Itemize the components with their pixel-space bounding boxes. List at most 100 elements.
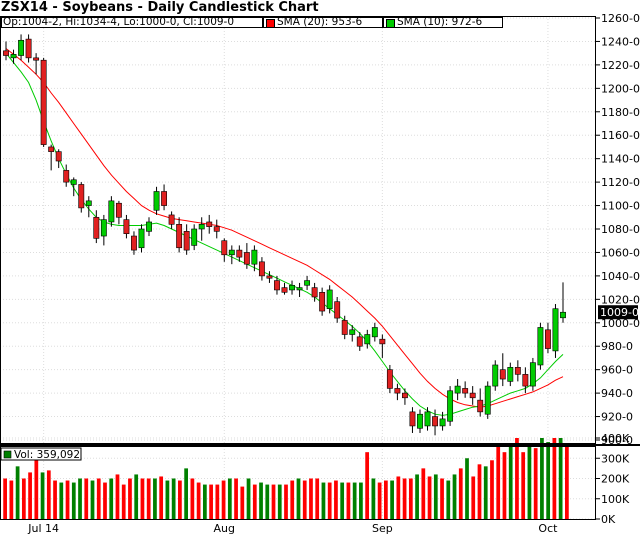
- volume-bar: [465, 458, 469, 519]
- volume-bar: [159, 476, 164, 519]
- candle-down: [409, 411, 416, 427]
- candle-down: [40, 59, 47, 145]
- price-tick-label: 1240-0: [601, 35, 640, 48]
- volume-bar: [371, 478, 376, 519]
- volume-bar: [458, 468, 463, 519]
- candle-down: [462, 388, 469, 394]
- sma10-swatch: [386, 19, 395, 28]
- candle-down: [63, 170, 70, 183]
- candle-down: [221, 240, 228, 256]
- candle-up: [10, 54, 17, 59]
- volume-tick-label: 0K: [601, 513, 616, 526]
- candle-down: [213, 226, 220, 232]
- candle-down: [545, 329, 551, 349]
- price-tick-label: 1020-0: [601, 293, 640, 306]
- candle-up: [191, 228, 198, 246]
- volume-bar: [340, 482, 345, 519]
- volume-bar: [359, 482, 363, 519]
- volume-bar: [396, 476, 401, 519]
- volume-legend: Vol: 359,092: [14, 449, 80, 461]
- candle-down: [469, 392, 476, 399]
- price-tick-label: 940-0: [601, 387, 633, 400]
- volume-tick-label: 100K: [601, 493, 630, 506]
- volume-bar: [427, 476, 432, 519]
- candle-down: [131, 235, 137, 251]
- volume-bar: [352, 482, 357, 519]
- candle-down: [356, 336, 363, 347]
- candle-down: [123, 219, 130, 234]
- volume-bar: [146, 478, 151, 519]
- volume-panel-border: [0, 446, 596, 520]
- candle-down: [477, 399, 484, 413]
- volume-bar: [196, 482, 201, 519]
- volume-bar: [377, 482, 382, 519]
- volume-bar: [90, 480, 95, 519]
- candle-up: [18, 39, 24, 56]
- volume-bar: [271, 484, 276, 519]
- volume-bar: [128, 478, 132, 519]
- candle-down: [522, 374, 529, 387]
- candle-down: [55, 151, 62, 162]
- volume-bar: [134, 474, 139, 519]
- candle-up: [424, 411, 431, 427]
- candle-down: [48, 146, 55, 152]
- price-tick-label: 1160-0: [601, 129, 640, 142]
- candle-down: [341, 320, 348, 335]
- volume-bar: [346, 482, 351, 519]
- candle-down: [386, 369, 393, 389]
- volume-bar: [71, 482, 76, 519]
- volume-bar: [452, 474, 457, 519]
- candle-up: [552, 308, 559, 352]
- price-tick-label: 1000-0: [601, 317, 640, 330]
- candle-up: [198, 224, 205, 230]
- volume-bar: [515, 438, 519, 519]
- volume-bar: [240, 486, 245, 519]
- candle-down: [401, 392, 408, 399]
- volume-bar: [252, 484, 257, 519]
- volume-bar: [221, 480, 226, 519]
- price-tick-label: 980-0: [601, 340, 633, 353]
- candle-down: [78, 184, 85, 209]
- candle-up: [70, 179, 77, 185]
- volume-bar: [533, 448, 538, 519]
- volume-bar: [440, 478, 444, 519]
- volume-bar: [321, 482, 326, 519]
- candle-down: [115, 202, 122, 218]
- volume-legend-box: [0, 447, 82, 461]
- price-tick-label: 920-0: [601, 411, 633, 424]
- volume-tick-label: 300K: [601, 452, 630, 465]
- volume-bar: [446, 480, 451, 519]
- volume-bar: [246, 478, 251, 519]
- volume-bar: [109, 478, 114, 519]
- volume-bar: [21, 478, 26, 519]
- volume-bar: [421, 468, 426, 519]
- volume-bar: [227, 478, 232, 519]
- candle-down: [168, 214, 175, 225]
- candle-up: [484, 385, 491, 415]
- candle-down: [499, 369, 506, 380]
- candle-up: [492, 364, 499, 387]
- candle-down: [183, 231, 190, 251]
- candle-down: [319, 291, 326, 312]
- price-tick-label: 1100-0: [601, 200, 640, 213]
- volume-bar: [234, 478, 238, 519]
- volume-bar: [490, 460, 494, 519]
- volume-bar: [415, 474, 419, 519]
- volume-bar: [496, 446, 501, 519]
- price-tick-label: 1040-0: [601, 270, 640, 283]
- volume-tick-label: 200K: [601, 473, 630, 486]
- volume-bar: [508, 444, 513, 519]
- volume-bar: [15, 466, 20, 519]
- volume-bar: [290, 480, 295, 519]
- volume-bar: [477, 464, 482, 519]
- volume-bar: [215, 484, 220, 519]
- volume-bar: [202, 484, 207, 519]
- candle-down: [236, 249, 243, 258]
- candle-up: [304, 280, 311, 286]
- candle-up: [296, 287, 303, 291]
- candle-up: [251, 249, 258, 265]
- volume-bar: [402, 478, 407, 519]
- volume-bar: [96, 478, 101, 519]
- candle-down: [334, 301, 341, 319]
- volume-bar: [383, 480, 388, 519]
